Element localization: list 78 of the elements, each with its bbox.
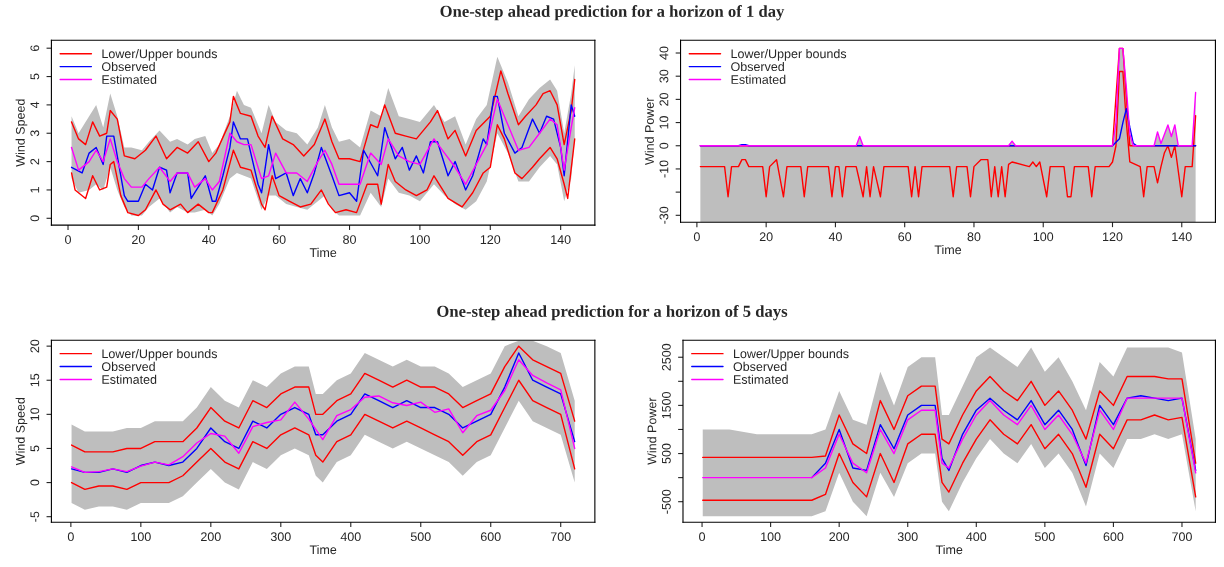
x-tick-label: 80 (967, 232, 981, 242)
y-tick-label: -5 (30, 511, 40, 522)
x-axis-title: Time (309, 247, 337, 258)
legend-label: Estimated (734, 374, 788, 384)
x-tick-label: 60 (272, 235, 286, 244)
y-tick-label: 20 (30, 339, 40, 353)
y-axis-title: Wind Power (647, 397, 657, 465)
y-tick-label: 0 (30, 215, 40, 222)
legend-label: Lower/Upper bounds (731, 49, 847, 61)
y-tick-label: -30 (659, 206, 669, 224)
legend-label: Estimated (731, 74, 786, 84)
y-tick-label: 3 (30, 130, 40, 137)
x-tick-label: 700 (1172, 532, 1192, 542)
y-tick-label: 2 (30, 158, 40, 165)
y-tick-label: 20 (659, 92, 669, 106)
y-tick-label: 15 (30, 373, 40, 387)
y-tick-label: 2500 (661, 343, 671, 371)
x-tick-label: 60 (898, 232, 912, 242)
y-tick-label: 6 (30, 45, 40, 52)
x-tick-label: 0 (699, 532, 706, 542)
x-axis-title: Time (935, 544, 963, 555)
y-tick-label: 0 (30, 479, 40, 486)
y-tick-label: 40 (659, 46, 669, 60)
legend-label: Lower/Upper bounds (734, 348, 849, 361)
y-tick-label: 10 (659, 116, 669, 129)
y-tick-label: 30 (659, 69, 669, 83)
x-tick-label: 200 (829, 532, 850, 542)
y-tick-label: 0 (659, 142, 669, 149)
chart-title: One-step ahead prediction for a horizon of 1 day (440, 5, 785, 21)
y-tick-label: 10 (30, 407, 40, 421)
y-tick-label: 5 (30, 73, 40, 80)
legend-label: Observed (733, 361, 787, 372)
x-tick-label: 100 (131, 532, 151, 542)
y-tick-label: -10 (659, 160, 669, 178)
y-axis-title: Wind Speed (15, 397, 28, 466)
x-tick-label: 300 (897, 532, 918, 542)
legend-label: Observed (102, 61, 155, 72)
x-tick-label: 20 (132, 235, 145, 244)
x-tick-label: 0 (67, 532, 74, 542)
y-tick-label: 1 (30, 187, 40, 193)
x-tick-label: 40 (828, 232, 842, 242)
x-axis-title: Time (309, 544, 337, 555)
x-tick-label: 100 (1033, 232, 1054, 242)
x-tick-label: 80 (343, 235, 356, 244)
y-axis-title: Wind Speed (15, 99, 28, 167)
legend-label: Estimated (102, 74, 157, 84)
x-tick-label: 140 (1172, 232, 1192, 242)
legend-label: Lower/Upper bounds (102, 348, 217, 361)
x-tick-label: 120 (1103, 232, 1123, 242)
x-tick-label: 40 (202, 235, 216, 244)
x-tick-label: 400 (340, 532, 361, 542)
y-tick-label: 4 (30, 101, 40, 109)
x-tick-label: 0 (693, 232, 700, 242)
x-tick-label: 600 (480, 532, 501, 542)
x-tick-label: 400 (966, 532, 987, 542)
x-tick-label: 100 (761, 532, 781, 542)
legend-label: Lower/Upper bounds (102, 49, 217, 61)
legend-label: Estimated (102, 374, 157, 384)
y-tick-label: 1500 (661, 391, 671, 419)
x-tick-label: 20 (759, 232, 773, 242)
x-tick-label: 140 (551, 235, 571, 244)
x-tick-label: 500 (410, 532, 431, 542)
x-tick-label: 700 (550, 532, 571, 542)
y-tick-label: -500 (661, 489, 671, 514)
x-tick-label: 500 (1034, 532, 1055, 542)
x-axis-title: Time (934, 245, 962, 255)
x-tick-label: 600 (1103, 532, 1124, 542)
x-tick-label: 0 (65, 235, 71, 244)
y-tick-label: 5 (30, 445, 40, 452)
x-tick-label: 100 (410, 235, 430, 244)
legend-label: Observed (731, 61, 784, 72)
x-tick-label: 120 (480, 235, 501, 244)
chart-title: One-step ahead prediction for a horizon of 5 days (437, 305, 788, 321)
x-tick-label: 300 (270, 532, 291, 542)
legend-label: Observed (102, 361, 155, 372)
y-tick-label: 500 (661, 443, 671, 464)
y-axis-title: Wind Power (644, 97, 654, 165)
x-tick-label: 200 (201, 532, 221, 542)
